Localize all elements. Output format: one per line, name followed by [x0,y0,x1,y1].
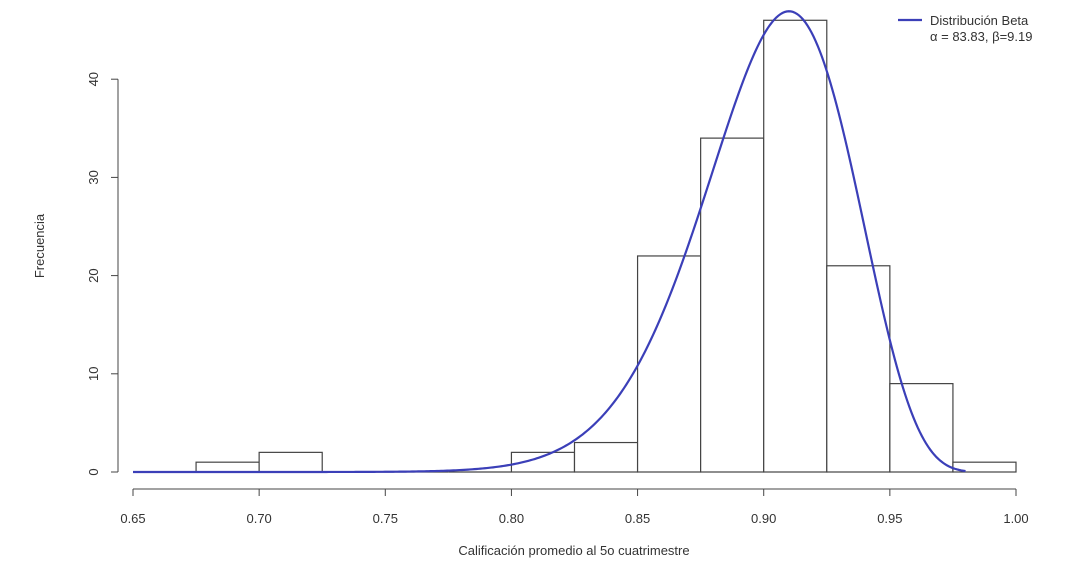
legend-label-series: Distribución Beta [930,13,1029,28]
histogram-bar [700,137,765,473]
x-axis-label: Calificación promedio al 5o cuatrimestre [458,543,689,558]
x-tick-label: 0.80 [499,511,524,526]
x-tick-label: 1.00 [1003,511,1028,526]
y-tick-label: 10 [86,367,101,381]
histogram-bars [133,19,1017,473]
y-axis-label: Frecuencia [32,213,47,278]
x-tick-label: 0.70 [246,511,271,526]
y-tick-label: 20 [86,268,101,282]
legend-label-params: α = 83.83, β=9.19 [930,29,1032,44]
x-tick-label: 0.85 [625,511,650,526]
histogram-bar [195,461,260,473]
histogram-bar [763,19,828,473]
x-tick-label: 0.90 [751,511,776,526]
y-tick-label: 0 [86,468,101,475]
y-tick-label: 30 [86,170,101,184]
x-tick-label: 0.65 [120,511,145,526]
y-tick-label: 40 [86,72,101,86]
histogram-bar [636,255,702,473]
histogram-bar [889,383,954,473]
x-tick-label: 0.75 [373,511,398,526]
x-axis: 0.65 0.70 0.75 0.80 0.85 0.90 0.95 1.00 [120,488,1029,526]
x-tick-label: 0.95 [877,511,902,526]
y-axis: 0 10 20 30 40 [86,72,119,476]
legend: Distribución Beta α = 83.83, β=9.19 [898,13,1032,44]
histogram-bar [258,451,323,473]
histogram-bar [573,441,639,473]
beta-density-curve [133,10,966,474]
